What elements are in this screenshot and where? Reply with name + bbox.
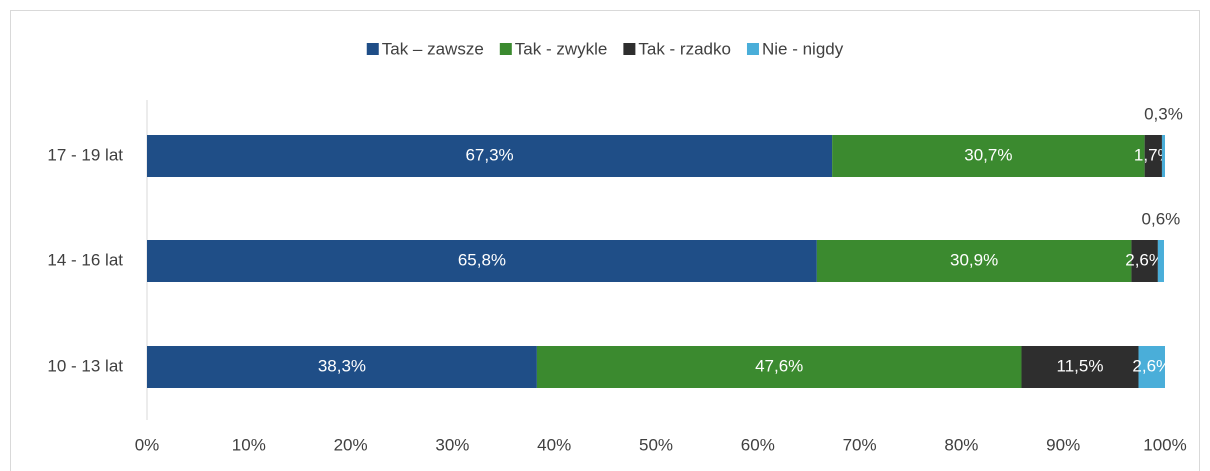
legend-swatch — [746, 43, 759, 55]
legend-label: Tak - zwykle — [515, 39, 608, 58]
x-tick-label: 100% — [1143, 435, 1186, 454]
x-tick-label: 10% — [232, 435, 266, 454]
bar-segment — [536, 346, 1022, 388]
data-label: 30,9% — [950, 250, 998, 269]
legend-label: Tak - rzadko — [638, 39, 731, 58]
bar-segment — [147, 135, 833, 177]
x-tick-label: 90% — [1046, 435, 1080, 454]
data-label: 30,7% — [964, 145, 1012, 164]
x-tick-label: 50% — [639, 435, 673, 454]
data-label: 67,3% — [465, 145, 513, 164]
x-tick-label: 20% — [334, 435, 368, 454]
data-label: 11,5% — [1057, 356, 1104, 375]
bar-segment — [1157, 240, 1164, 282]
bar-segment — [816, 240, 1132, 282]
x-tick-label: 60% — [741, 435, 775, 454]
bar-segment — [832, 135, 1145, 177]
bar-segment — [1021, 346, 1139, 388]
legend-swatch — [366, 43, 379, 55]
bar-segment — [147, 240, 817, 282]
x-tick-label: 30% — [435, 435, 469, 454]
legend-swatch — [499, 43, 512, 55]
legend-label: Nie - nigdy — [762, 39, 844, 58]
data-label: 1,7% — [1134, 145, 1173, 164]
data-label: 0,6% — [1142, 209, 1181, 228]
bar-segment — [147, 346, 537, 388]
data-label: 2,6% — [1125, 250, 1164, 269]
chart-border — [10, 10, 1200, 471]
x-tick-label: 70% — [843, 435, 877, 454]
x-tick-label: 40% — [537, 435, 571, 454]
legend-swatch — [623, 43, 636, 55]
bar-segment — [1161, 135, 1165, 177]
bar-segment — [1138, 346, 1165, 388]
data-label: 47,6% — [755, 356, 803, 375]
data-label: 65,8% — [458, 250, 506, 269]
data-label: 2,6% — [1132, 356, 1171, 375]
y-tick-label: 17 - 19 lat — [47, 145, 123, 164]
x-tick-label: 0% — [135, 435, 160, 454]
y-tick-label: 10 - 13 lat — [47, 356, 123, 375]
y-tick-label: 14 - 16 lat — [47, 250, 123, 269]
data-label: 0,3% — [1144, 104, 1183, 123]
bar-segment — [1131, 240, 1158, 282]
legend-label: Tak – zawsze — [382, 39, 484, 58]
data-label: 38,3% — [318, 356, 366, 375]
x-tick-label: 80% — [944, 435, 978, 454]
bar-segment — [1144, 135, 1162, 177]
